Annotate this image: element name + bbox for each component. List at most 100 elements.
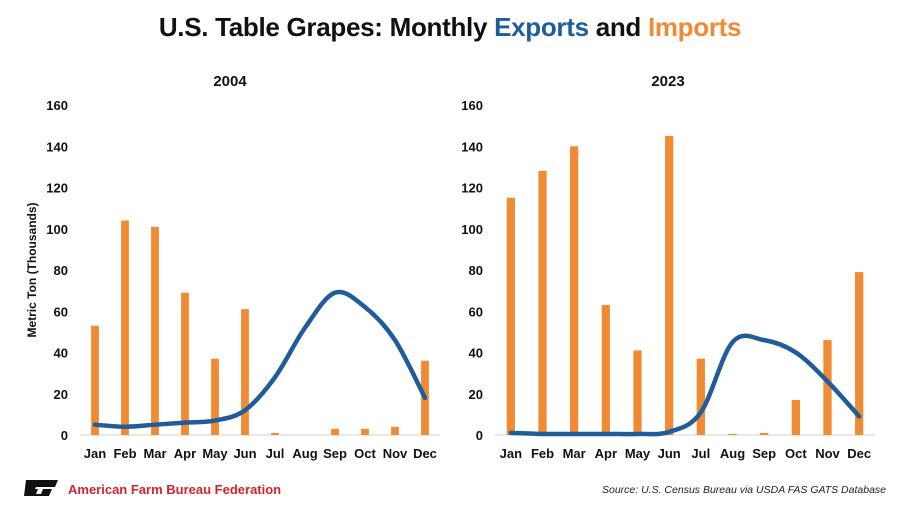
title-imports: Imports xyxy=(647,12,742,42)
x-tick-label: Dec xyxy=(413,446,437,461)
x-tick-label: Aug xyxy=(720,446,745,461)
export-point xyxy=(123,425,127,429)
import-bar xyxy=(823,340,832,435)
y-tick-label: 20 xyxy=(54,387,68,402)
y-tick-label: 140 xyxy=(461,139,483,154)
y-tick-label: 80 xyxy=(54,263,68,278)
chart-title: U.S. Table Grapes: Monthly Exports and I… xyxy=(0,12,900,43)
import-bar xyxy=(121,220,129,435)
export-point xyxy=(393,338,397,342)
export-point xyxy=(857,414,861,418)
export-line xyxy=(92,289,428,429)
import-bar xyxy=(151,226,159,435)
import-bar xyxy=(91,325,99,435)
export-point xyxy=(731,340,734,344)
x-tick-label: Jun xyxy=(658,446,681,461)
y-tick-label: 120 xyxy=(461,181,483,196)
import-bar xyxy=(241,309,249,435)
y-tick-label: 0 xyxy=(61,428,68,443)
export-line xyxy=(508,333,862,437)
y-tick-label: 140 xyxy=(46,139,68,154)
export-point xyxy=(423,396,427,400)
x-tick-label: Sep xyxy=(752,446,776,461)
x-tick-label: Sep xyxy=(323,446,347,461)
y-tick-label: 120 xyxy=(46,181,68,196)
export-point xyxy=(699,410,703,414)
x-tick-label: Mar xyxy=(563,446,586,461)
title-prefix: U.S. Table Grapes: Monthly xyxy=(158,12,495,42)
import-bar xyxy=(760,432,769,435)
y-axis-label: Metric Ton (Thousands) xyxy=(25,202,39,337)
export-point xyxy=(333,291,337,295)
export-point xyxy=(153,423,157,427)
panel-title: 2004 xyxy=(213,73,247,90)
import-bar xyxy=(506,197,515,435)
x-tick-label: May xyxy=(202,446,228,461)
y-tick-label: 100 xyxy=(46,222,68,237)
import-bar xyxy=(728,433,737,435)
import-bar xyxy=(570,146,579,435)
x-tick-label: Oct xyxy=(354,446,376,461)
x-tick-label: Aug xyxy=(292,446,317,461)
import-bar xyxy=(538,171,547,435)
import-bar xyxy=(696,358,705,435)
export-point xyxy=(93,423,97,427)
export-point xyxy=(636,432,639,436)
import-bar xyxy=(391,426,399,435)
export-point xyxy=(667,430,671,434)
import-bar xyxy=(855,272,864,435)
y-tick-label: 100 xyxy=(461,222,483,237)
import-bar xyxy=(211,358,219,435)
y-tick-label: 80 xyxy=(469,263,483,278)
export-point xyxy=(183,421,187,425)
title-and: and xyxy=(588,12,648,42)
export-point xyxy=(826,379,829,383)
import-bar xyxy=(331,428,339,435)
x-tick-label: Mar xyxy=(143,446,166,461)
y-tick-label: 20 xyxy=(469,387,483,402)
export-point xyxy=(541,432,544,436)
export-point xyxy=(213,419,217,423)
x-tick-label: Jul xyxy=(266,446,285,461)
export-point xyxy=(794,351,798,354)
x-tick-label: Feb xyxy=(531,446,554,461)
title-exports: Exports xyxy=(494,12,589,42)
y-tick-label: 160 xyxy=(46,98,68,113)
x-tick-label: Jun xyxy=(233,446,256,461)
export-point xyxy=(363,305,367,309)
x-tick-label: Nov xyxy=(383,446,408,461)
import-bar xyxy=(633,350,642,435)
export-point xyxy=(303,326,307,330)
export-point xyxy=(243,408,247,412)
x-tick-label: Jan xyxy=(500,446,522,461)
x-tick-label: Apr xyxy=(595,446,617,461)
export-point xyxy=(762,338,766,342)
y-tick-label: 60 xyxy=(469,304,483,319)
x-tick-label: Jul xyxy=(691,446,710,461)
import-bar xyxy=(361,428,369,435)
x-tick-label: May xyxy=(625,446,651,461)
x-tick-label: Dec xyxy=(847,446,871,461)
organization-name: American Farm Bureau Federation xyxy=(68,482,282,497)
afbf-logo-icon xyxy=(24,480,58,496)
import-bar xyxy=(601,305,610,435)
x-tick-label: Oct xyxy=(785,446,807,461)
y-tick-label: 60 xyxy=(54,304,68,319)
import-bar xyxy=(791,399,800,435)
export-point xyxy=(572,432,576,436)
export-point xyxy=(273,375,277,379)
source-note: Source: U.S. Census Bureau via USDA FAS … xyxy=(601,484,886,496)
y-tick-label: 40 xyxy=(469,346,483,361)
export-point xyxy=(604,432,608,436)
import-bar xyxy=(181,292,189,435)
x-tick-label: Nov xyxy=(815,446,840,461)
panel-title: 2023 xyxy=(651,73,684,90)
y-tick-label: 0 xyxy=(476,428,483,443)
import-bar xyxy=(665,135,674,435)
x-tick-label: Jan xyxy=(84,446,106,461)
export-point xyxy=(509,431,513,435)
x-tick-label: Apr xyxy=(174,446,196,461)
y-tick-label: 40 xyxy=(54,346,68,361)
y-tick-label: 160 xyxy=(461,98,483,113)
